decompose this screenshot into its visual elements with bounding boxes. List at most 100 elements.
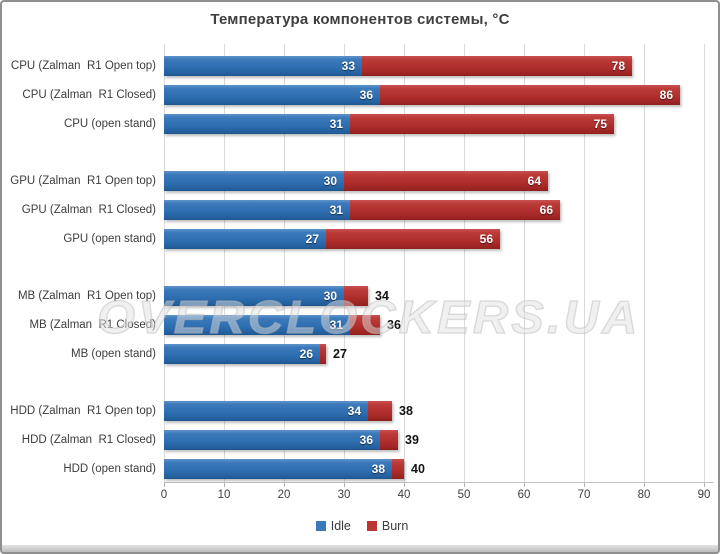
burn-value-label: 39 bbox=[405, 433, 419, 447]
bar-combo: 31 bbox=[164, 315, 380, 335]
bar-combo: 36 bbox=[164, 430, 398, 450]
legend-label-burn: Burn bbox=[381, 519, 409, 533]
idle-bar-segment: 31 bbox=[164, 114, 350, 134]
bar-combo: 38 bbox=[164, 459, 404, 479]
gridline-10 bbox=[224, 44, 225, 482]
category-label: MB (open stand) bbox=[70, 348, 156, 360]
x-axis-tick-label-70: 70 bbox=[577, 489, 591, 501]
x-axis-tick-label-40: 40 bbox=[397, 489, 411, 501]
idle-bar-segment: 31 bbox=[164, 200, 350, 220]
gridline-30 bbox=[344, 44, 345, 482]
burn-bar-segment bbox=[368, 401, 392, 421]
axis-tick-60 bbox=[524, 483, 525, 487]
idle-value-label: 30 bbox=[323, 174, 337, 188]
idle-bar-segment: 30 bbox=[164, 286, 344, 306]
plot-area: 33 78 36 86 31 75 30 64 31 66 27 56 30 34 31 36 26 27 34 38… bbox=[164, 44, 714, 487]
bar-row: 30 64 bbox=[164, 171, 714, 191]
idle-value-label: 33 bbox=[341, 59, 355, 73]
bar-combo: 26 bbox=[164, 344, 326, 364]
bar-combo: 27 56 bbox=[164, 229, 500, 249]
idle-value-label: 36 bbox=[359, 88, 373, 102]
bar-combo: 30 bbox=[164, 286, 368, 306]
x-axis-tick-label-30: 30 bbox=[337, 489, 351, 501]
bar-combo: 30 64 bbox=[164, 171, 548, 191]
burn-bar-segment: 75 bbox=[350, 114, 614, 134]
burn-value-label: 78 bbox=[611, 59, 625, 73]
burn-value-label: 38 bbox=[399, 404, 413, 418]
idle-bar-segment: 38 bbox=[164, 459, 392, 479]
idle-value-label: 30 bbox=[323, 289, 337, 303]
x-axis-tick-label-60: 60 bbox=[517, 489, 531, 501]
legend-label-idle: Idle bbox=[330, 519, 351, 533]
bar-row: 38 40 bbox=[164, 459, 714, 479]
idle-bar-segment: 33 bbox=[164, 56, 362, 76]
category-label: CPU (open stand) bbox=[63, 118, 156, 130]
idle-value-label: 34 bbox=[347, 404, 361, 418]
legend-item-burn: Burn bbox=[366, 519, 409, 533]
idle-bar-segment: 31 bbox=[164, 315, 350, 335]
burn-swatch-icon bbox=[366, 521, 377, 531]
burn-bar-segment bbox=[380, 430, 398, 450]
category-label: HDD (Zalman R1 Closed) bbox=[21, 434, 156, 446]
axis-tick-10 bbox=[224, 483, 225, 487]
category-label: CPU (Zalman R1 Open top) bbox=[10, 60, 156, 72]
chart-title: Температура компонентов системы, °C bbox=[210, 11, 510, 28]
idle-value-label: 27 bbox=[305, 232, 319, 246]
burn-value-label: 64 bbox=[527, 174, 541, 188]
gridline-50 bbox=[464, 44, 465, 482]
bar-row: 27 56 bbox=[164, 229, 714, 249]
idle-bar-segment: 27 bbox=[164, 229, 326, 249]
frame-bottom-edge bbox=[2, 545, 718, 552]
bar-row: 36 39 bbox=[164, 430, 714, 450]
x-axis-tick-label-0: 0 bbox=[160, 489, 168, 501]
legend-item-idle: Idle bbox=[315, 519, 351, 533]
category-label: HDD (Zalman R1 Open top) bbox=[10, 405, 156, 417]
legend: Idle Burn bbox=[2, 519, 718, 533]
idle-bar-segment: 34 bbox=[164, 401, 368, 421]
idle-bar-segment: 30 bbox=[164, 171, 344, 191]
category-label: GPU (Zalman R1 Closed) bbox=[21, 204, 156, 216]
idle-value-label: 31 bbox=[329, 318, 343, 332]
burn-bar-segment: 56 bbox=[326, 229, 500, 249]
axis-tick-30 bbox=[344, 483, 345, 487]
bar-combo: 31 75 bbox=[164, 114, 614, 134]
burn-value-label: 36 bbox=[387, 318, 401, 332]
category-label: CPU (Zalman R1 Closed) bbox=[22, 89, 156, 101]
idle-value-label: 36 bbox=[359, 433, 373, 447]
gridline-40 bbox=[404, 44, 405, 482]
axis-tick-80 bbox=[644, 483, 645, 487]
bar-row: 26 27 bbox=[164, 344, 714, 364]
burn-bar-segment bbox=[344, 286, 368, 306]
x-axis-tick-label-20: 20 bbox=[277, 489, 291, 501]
axis-tick-20 bbox=[284, 483, 285, 487]
gridline-60 bbox=[524, 44, 525, 482]
category-label: GPU (open stand) bbox=[63, 233, 156, 245]
burn-bar-segment bbox=[392, 459, 404, 479]
idle-swatch-icon bbox=[315, 521, 326, 531]
idle-bar-segment: 36 bbox=[164, 430, 380, 450]
bar-row: 31 75 bbox=[164, 114, 714, 134]
axis-tick-50 bbox=[464, 483, 465, 487]
bar-row: 30 34 bbox=[164, 286, 714, 306]
category-label: HDD (open stand) bbox=[63, 463, 156, 475]
burn-value-label: 86 bbox=[659, 88, 673, 102]
burn-value-label: 66 bbox=[539, 203, 553, 217]
bar-combo: 34 bbox=[164, 401, 392, 421]
burn-bar-segment bbox=[320, 344, 326, 364]
category-label: MB (Zalman R1 Open top) bbox=[17, 290, 156, 302]
gridline-20 bbox=[284, 44, 285, 482]
axis-tick-90 bbox=[704, 483, 705, 487]
burn-bar-segment: 86 bbox=[380, 85, 680, 105]
idle-bar-segment: 26 bbox=[164, 344, 320, 364]
idle-value-label: 31 bbox=[329, 203, 343, 217]
x-axis-tick-label-90: 90 bbox=[697, 489, 711, 501]
burn-value-label: 27 bbox=[333, 347, 347, 361]
bar-row: 36 86 bbox=[164, 85, 714, 105]
burn-bar-segment: 78 bbox=[362, 56, 632, 76]
bar-combo: 36 86 bbox=[164, 85, 680, 105]
gridline-80 bbox=[644, 44, 645, 482]
burn-value-label: 34 bbox=[375, 289, 389, 303]
burn-bar-segment bbox=[350, 315, 380, 335]
axis-tick-0 bbox=[164, 483, 165, 487]
